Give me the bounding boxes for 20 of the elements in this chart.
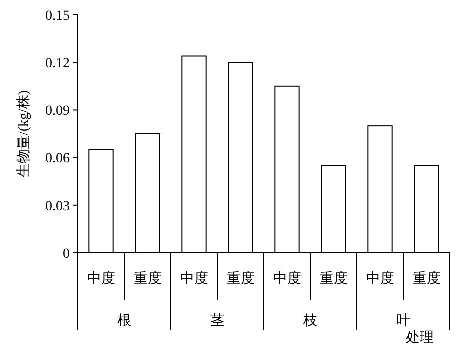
y-tick-label: 0.06 <box>46 152 70 167</box>
y-tick-label: 0 <box>63 246 70 262</box>
x-axis-title: 处理 <box>406 330 434 346</box>
y-axis-title: 生物量/(kg/株) <box>16 90 32 178</box>
text: 叶 <box>396 313 410 329</box>
y-tick-label: 0.09 <box>46 104 70 120</box>
x-tick-label: 中度 <box>87 271 116 287</box>
text: 茎 <box>210 313 224 329</box>
y-tick-label: 0.03 <box>46 199 70 214</box>
text: 枝 <box>302 313 318 329</box>
x-tick-label: 重度 <box>412 271 441 287</box>
x-tick-label: 重度 <box>226 271 255 287</box>
x-tick-label: 中度 <box>180 271 208 287</box>
y-tick-label: 0.15 <box>46 8 70 24</box>
x-tick-label: 重度 <box>320 271 348 287</box>
x-tick-label: 中度 <box>366 271 394 287</box>
text: 根 <box>118 313 132 329</box>
x-tick-label: 重度 <box>134 271 162 287</box>
x-tick-label: 中度 <box>273 271 302 287</box>
y-tick-label: 0.12 <box>46 56 70 72</box>
